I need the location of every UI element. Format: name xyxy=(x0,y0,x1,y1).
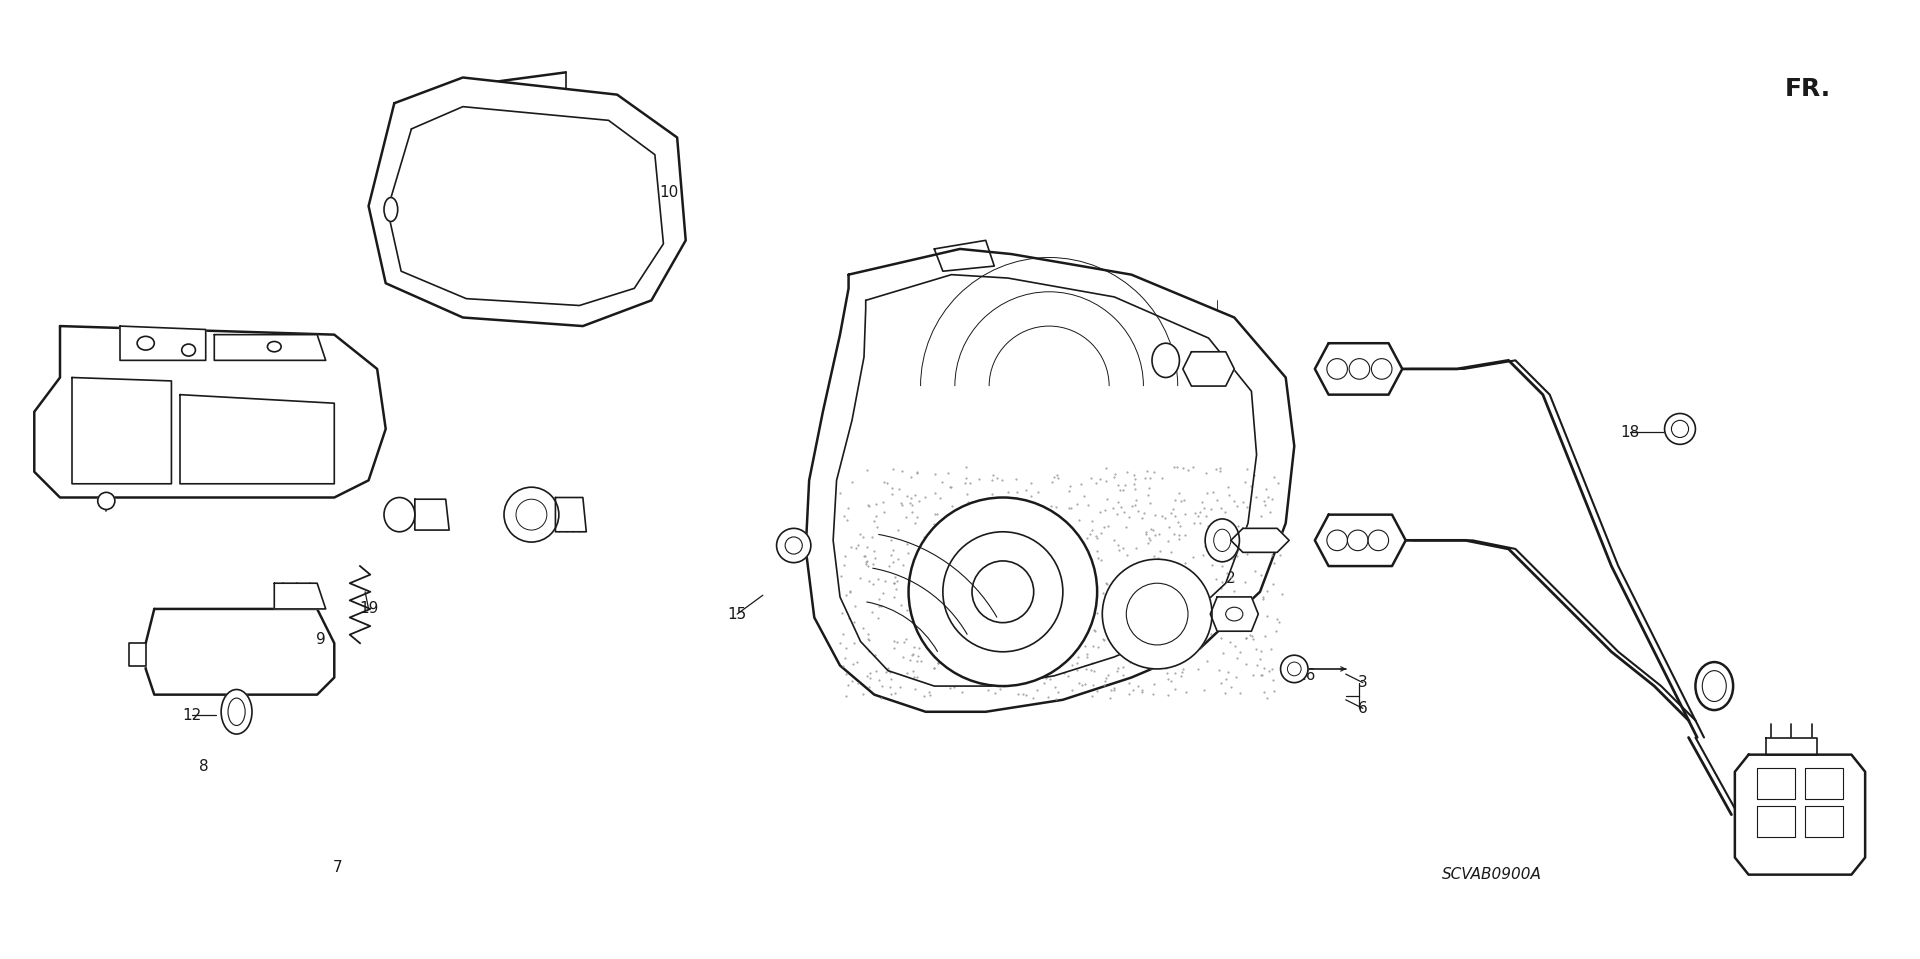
Polygon shape xyxy=(935,241,995,271)
Text: 13: 13 xyxy=(1127,348,1146,363)
Text: 19: 19 xyxy=(359,601,378,617)
Ellipse shape xyxy=(1225,607,1242,620)
Circle shape xyxy=(1348,530,1367,550)
Circle shape xyxy=(972,561,1033,622)
Circle shape xyxy=(1327,530,1348,550)
Ellipse shape xyxy=(182,344,196,356)
Text: 14: 14 xyxy=(1236,605,1256,620)
Ellipse shape xyxy=(1703,670,1726,701)
Ellipse shape xyxy=(1152,343,1179,378)
Polygon shape xyxy=(369,78,685,326)
Polygon shape xyxy=(555,498,586,532)
Ellipse shape xyxy=(1206,519,1240,562)
Text: 12: 12 xyxy=(182,708,202,723)
Text: 7: 7 xyxy=(332,860,342,876)
Polygon shape xyxy=(1805,807,1843,837)
Circle shape xyxy=(785,537,803,554)
FancyBboxPatch shape xyxy=(211,742,330,784)
Circle shape xyxy=(943,532,1064,652)
Ellipse shape xyxy=(136,337,154,350)
Ellipse shape xyxy=(384,198,397,222)
Polygon shape xyxy=(215,335,326,361)
Polygon shape xyxy=(1766,737,1816,755)
Polygon shape xyxy=(119,326,205,361)
Text: 15: 15 xyxy=(728,607,747,621)
Circle shape xyxy=(908,498,1096,686)
Ellipse shape xyxy=(228,698,246,726)
Polygon shape xyxy=(1231,528,1288,552)
Circle shape xyxy=(503,487,559,542)
Text: 1: 1 xyxy=(411,518,420,532)
Ellipse shape xyxy=(1213,529,1231,551)
Circle shape xyxy=(1281,655,1308,683)
Ellipse shape xyxy=(384,498,415,532)
Polygon shape xyxy=(1315,515,1405,566)
Circle shape xyxy=(1327,359,1348,379)
Text: 11: 11 xyxy=(109,418,131,433)
Ellipse shape xyxy=(267,341,280,352)
Text: 4: 4 xyxy=(1851,836,1860,852)
Circle shape xyxy=(1367,530,1388,550)
Polygon shape xyxy=(35,326,386,498)
Polygon shape xyxy=(1210,596,1258,631)
Circle shape xyxy=(1665,413,1695,444)
Polygon shape xyxy=(146,609,334,694)
Text: 18: 18 xyxy=(1620,425,1640,440)
Circle shape xyxy=(98,492,115,509)
Ellipse shape xyxy=(1695,662,1734,710)
Polygon shape xyxy=(1805,768,1843,799)
Text: 5: 5 xyxy=(530,518,540,532)
Circle shape xyxy=(516,500,547,530)
Circle shape xyxy=(1672,420,1688,437)
Polygon shape xyxy=(129,643,146,666)
Text: 3: 3 xyxy=(1357,675,1367,690)
Text: 17: 17 xyxy=(1770,778,1789,793)
Circle shape xyxy=(1102,559,1212,669)
Polygon shape xyxy=(180,395,334,483)
Polygon shape xyxy=(73,378,171,483)
Polygon shape xyxy=(1757,807,1795,837)
Polygon shape xyxy=(415,500,449,530)
Text: FR.: FR. xyxy=(1786,78,1832,102)
Circle shape xyxy=(1371,359,1392,379)
Text: SCVAB0900A: SCVAB0900A xyxy=(1442,867,1542,882)
Text: 6: 6 xyxy=(1357,701,1367,715)
Text: 9: 9 xyxy=(315,632,326,647)
Circle shape xyxy=(1288,662,1302,676)
Circle shape xyxy=(776,528,810,563)
Text: 2: 2 xyxy=(1227,571,1236,586)
Polygon shape xyxy=(388,106,664,306)
Ellipse shape xyxy=(221,690,252,734)
Text: 16: 16 xyxy=(1296,668,1315,683)
Polygon shape xyxy=(1736,755,1864,875)
Polygon shape xyxy=(806,249,1294,712)
Polygon shape xyxy=(1183,352,1235,386)
Circle shape xyxy=(1127,583,1188,645)
FancyBboxPatch shape xyxy=(296,829,340,846)
Polygon shape xyxy=(1757,768,1795,799)
Text: 8: 8 xyxy=(200,760,209,774)
Polygon shape xyxy=(1315,343,1402,395)
Text: 10: 10 xyxy=(659,185,678,199)
Polygon shape xyxy=(833,274,1256,686)
Polygon shape xyxy=(275,583,326,609)
FancyBboxPatch shape xyxy=(186,726,355,801)
Circle shape xyxy=(1350,359,1369,379)
FancyBboxPatch shape xyxy=(227,822,407,894)
